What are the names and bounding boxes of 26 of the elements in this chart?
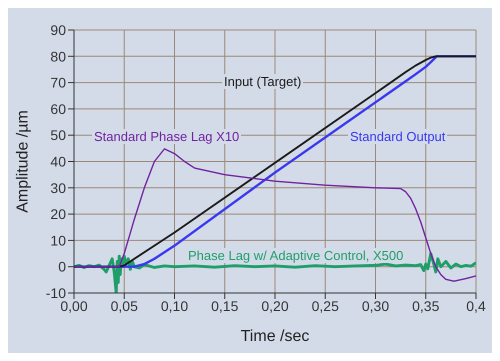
y-tick-label: 50 (50, 127, 66, 144)
x-tick-label: 0,30 (362, 298, 390, 314)
series-label: Standard Phase Lag X10 (92, 129, 242, 144)
y-tick-label: 30 (50, 180, 66, 196)
y-tick-label: 20 (50, 206, 66, 222)
series-label: Standard Output (348, 129, 448, 144)
y-tick-label: 80 (50, 48, 66, 64)
line-series (74, 55, 476, 268)
y-tick-label: 90 (50, 22, 66, 38)
y-axis-title: Amplitude /µm (14, 110, 32, 213)
y-tick-label: 10 (50, 232, 66, 248)
y-tick-label: 40 (50, 153, 66, 170)
x-tick-label: 0,35 (412, 298, 440, 314)
series-label: Phase Lag w/ Adaptive Control, X500 (186, 248, 406, 263)
y-tick-label: 70 (50, 74, 66, 91)
x-axis-title: Time /sec (240, 328, 310, 345)
text: Input (Target) (222, 74, 304, 89)
x-tick-label: 0,15 (211, 298, 239, 314)
x-tick-label: 0,10 (160, 298, 188, 314)
y-tick-label: 60 (50, 100, 66, 117)
x-tick-label: 0,4 (466, 298, 486, 314)
x-tick-label: 0,25 (312, 298, 340, 314)
x-tick-label: 0,05 (110, 298, 138, 314)
line-series (74, 148, 476, 282)
y-tick-label: 0 (58, 258, 66, 275)
x-tick-label: 0,20 (261, 298, 289, 314)
